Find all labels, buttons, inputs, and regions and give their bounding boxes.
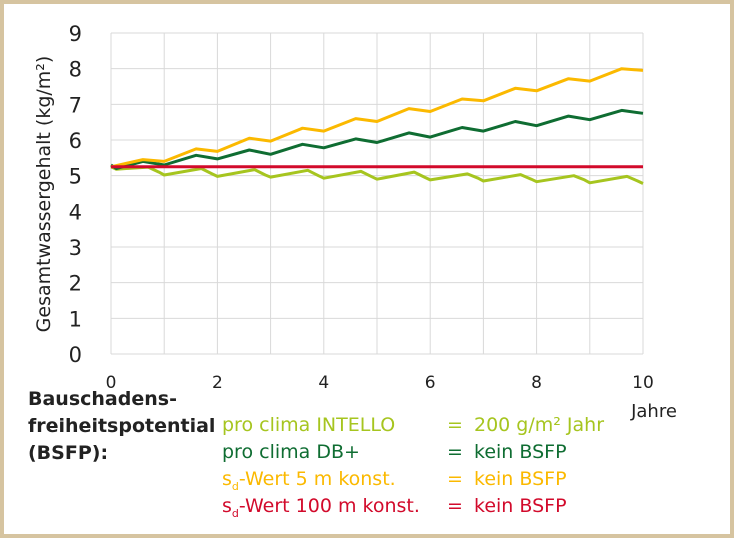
y-tick-label: 6	[69, 129, 82, 153]
x-tick-label: 6	[425, 373, 436, 393]
legend-heading-line: Bauschadens-	[28, 388, 177, 410]
series-line	[110, 165, 644, 185]
legend-entry-label: sd-Wert 5 m konst.	[222, 468, 396, 493]
x-tick-label: 0	[106, 373, 117, 393]
legend-heading-line: (BSFP):	[28, 442, 109, 464]
x-tick-label: 8	[531, 373, 542, 393]
y-tick-label: 2	[69, 272, 82, 296]
subscript: d	[231, 479, 239, 493]
series-line	[110, 67, 644, 169]
legend-entry-value: 200 g/m² Jahr	[474, 414, 605, 436]
legend-entry-value: kein BSFP	[474, 495, 567, 517]
legend-equals: =	[447, 495, 463, 517]
legend-equals: =	[447, 441, 463, 463]
legend-equals: =	[447, 468, 463, 490]
legend-entry-label: sd-Wert 100 m konst.	[222, 495, 420, 520]
y-tick-label: 0	[69, 343, 82, 367]
x-tick-label: 2	[212, 373, 223, 393]
y-tick-label: 7	[69, 93, 82, 117]
y-tick-label: 3	[69, 236, 82, 260]
legend-entry-label: pro clima INTELLO	[222, 414, 396, 436]
series-line	[110, 108, 644, 170]
y-tick-label: 4	[69, 200, 82, 224]
legend-entry-label: pro clima DB+	[222, 441, 360, 463]
y-tick-label: 8	[69, 58, 82, 82]
legend-equals: =	[447, 414, 463, 436]
legend-entry-value: kein BSFP	[474, 441, 567, 463]
x-tick-label: 4	[318, 373, 329, 393]
y-tick-label: 9	[69, 22, 82, 46]
line-chart: 0 1 2 3 4 5 6 7 8 9 0 2 4 6 8 10 Jahre Gesamtwassergehalt…	[33, 22, 677, 422]
y-tick-label: 1	[69, 307, 82, 331]
x-tick-label: 10	[632, 373, 654, 393]
legend-entry-value: kein BSFP	[474, 468, 567, 490]
x-axis-label: Jahre	[630, 401, 677, 422]
subscript: d	[231, 506, 239, 520]
legend-heading-line: freiheitspotential	[28, 415, 216, 437]
y-tick-label: 5	[69, 165, 82, 189]
y-axis-label: Gesamtwassergehalt (kg/m²)	[33, 56, 55, 333]
legend-heading: Bauschadens- freiheitspotential (BSFP):	[28, 386, 215, 467]
